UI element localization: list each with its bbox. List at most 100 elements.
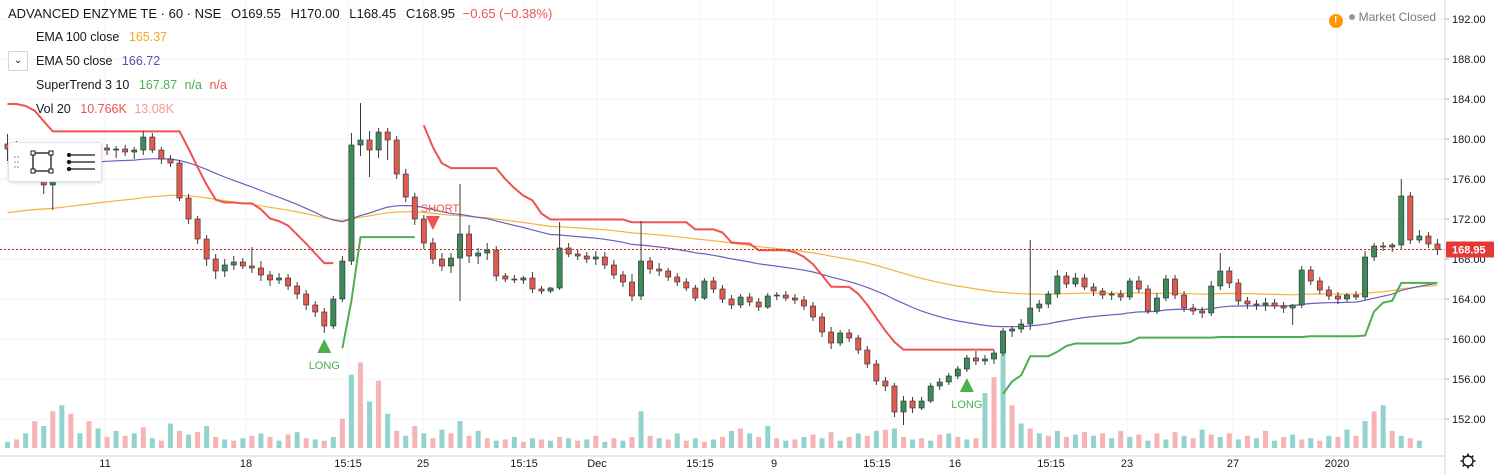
volume-bar: [222, 439, 228, 448]
volume-bar: [819, 438, 825, 448]
candle: [1226, 267, 1233, 288]
candle: [393, 136, 400, 179]
candle: [312, 301, 319, 317]
candle: [475, 248, 482, 264]
candle: [402, 169, 409, 202]
indicator-name: SuperTrend 3 10: [36, 78, 130, 92]
candle-body: [1307, 269, 1314, 282]
candle-body: [1335, 295, 1341, 300]
volume-bar: [1281, 437, 1287, 448]
indicator-value-ma: 13.08K: [134, 102, 174, 116]
indicator-name: Vol 20: [36, 102, 71, 116]
volume-bar: [765, 426, 771, 448]
candle: [1045, 291, 1052, 308]
candle: [1172, 275, 1178, 299]
candle-body: [411, 196, 418, 220]
volume-bar: [1263, 430, 1269, 448]
volume-bar: [801, 437, 807, 448]
candle: [1380, 242, 1387, 251]
volume-bar: [1389, 430, 1395, 448]
volume-bar: [213, 437, 219, 448]
candle: [303, 290, 310, 310]
time-tick-label: 27: [1227, 458, 1239, 470]
candle-body: [583, 255, 590, 260]
candle: [1163, 275, 1169, 301]
volume-bar: [158, 440, 164, 448]
candle-body: [837, 332, 844, 344]
warning-icon[interactable]: !: [1328, 14, 1343, 28]
volume-bar: [1235, 439, 1241, 448]
candle-body: [1126, 280, 1133, 298]
legend-collapse-button[interactable]: ⌄: [8, 51, 28, 71]
indicator-ema100[interactable]: EMA 100 close 165.37: [36, 25, 552, 49]
time-tick-label: Dec: [587, 458, 607, 470]
candle-body: [1398, 195, 1405, 246]
volume-bar: [566, 438, 572, 448]
candle: [620, 271, 626, 287]
volume-bar: [538, 439, 544, 448]
long-arrow-icon: [317, 339, 332, 353]
volume-bar: [294, 432, 300, 448]
volume-bars: [5, 344, 1422, 448]
market-status-text: Market Closed: [1358, 10, 1436, 24]
volume-bar: [1163, 439, 1169, 448]
candle: [357, 103, 364, 156]
volume-bar: [665, 439, 671, 448]
candle-body: [1144, 288, 1151, 312]
volume-bar: [41, 426, 47, 448]
candle-body: [384, 131, 391, 141]
volume-bar: [1362, 421, 1368, 448]
candle: [194, 216, 201, 244]
candle: [936, 378, 943, 390]
candle: [710, 277, 717, 293]
price-change: −0.65 (−0.38%): [462, 6, 553, 21]
candle-body: [267, 274, 273, 281]
volume-bar: [901, 437, 907, 448]
object-tree-icon[interactable]: [66, 152, 96, 172]
candle: [900, 396, 907, 425]
settings-gear-icon[interactable]: [1460, 453, 1476, 469]
candle-body: [973, 357, 979, 362]
time-tick-label: 11: [99, 458, 110, 470]
candle: [1353, 291, 1359, 300]
volume-bar: [710, 439, 716, 448]
volume-bar: [1380, 405, 1386, 448]
volume-bar: [1100, 433, 1106, 448]
volume-bar: [955, 437, 961, 448]
rectangle-select-icon[interactable]: [30, 150, 54, 174]
ohlc-open: O169.55: [230, 6, 281, 21]
drag-handle-icon[interactable]: [14, 156, 19, 168]
volume-bar: [1145, 440, 1151, 448]
candle: [493, 246, 500, 281]
indicator-ema50[interactable]: EMA 50 close 166.72: [8, 49, 552, 73]
candle: [221, 259, 228, 277]
candle-body: [502, 275, 509, 280]
symbol-name[interactable]: ADVANCED ENZYME TE · 60 · NSE: [8, 6, 222, 21]
candle-body: [991, 352, 997, 360]
indicator-volume[interactable]: Vol 20 10.766K 13.08K: [8, 97, 552, 121]
volume-bar: [747, 433, 753, 448]
volume-bar: [575, 440, 581, 448]
volume-bar: [891, 428, 897, 448]
ema50-line: [7, 158, 1438, 328]
indicator-supertrend[interactable]: SuperTrend 3 10 167.87 n/a n/a: [8, 73, 552, 97]
volume-bar: [1109, 438, 1115, 448]
candle: [629, 274, 635, 301]
volume-bar: [520, 441, 526, 448]
symbol-header: ADVANCED ENZYME TE · 60 · NSE O169.55 H1…: [8, 6, 552, 21]
market-status[interactable]: ! Market Closed: [1328, 10, 1436, 28]
price-tick-label: 188.00: [1452, 54, 1486, 66]
volume-bar: [1299, 439, 1305, 448]
volume-bar: [1253, 438, 1259, 448]
candle-body: [339, 260, 346, 300]
candle-body: [1154, 297, 1160, 312]
candle-body: [1208, 285, 1215, 314]
price-tick-label: 152.00: [1452, 414, 1486, 426]
candle-body: [728, 298, 735, 306]
candle-body: [330, 298, 337, 327]
candle-body: [439, 258, 445, 267]
volume-bar: [720, 437, 725, 448]
volume-bar: [1136, 434, 1142, 448]
